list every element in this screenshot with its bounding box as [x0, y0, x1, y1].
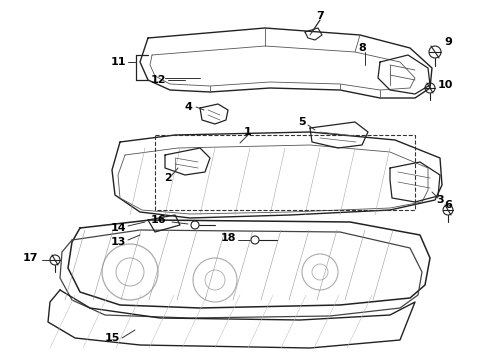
Text: 7: 7 [316, 11, 324, 21]
Text: 15: 15 [104, 333, 120, 343]
Text: 17: 17 [22, 253, 38, 263]
Text: 8: 8 [358, 43, 366, 53]
Text: 11: 11 [110, 57, 126, 67]
Text: 13: 13 [110, 237, 126, 247]
Text: 5: 5 [298, 117, 306, 127]
Text: 12: 12 [150, 75, 166, 85]
Text: 3: 3 [436, 195, 444, 205]
Text: 1: 1 [244, 127, 252, 137]
Text: 14: 14 [110, 223, 126, 233]
Text: 16: 16 [150, 215, 166, 225]
Text: 18: 18 [220, 233, 236, 243]
Text: 2: 2 [164, 173, 172, 183]
Text: 4: 4 [184, 102, 192, 112]
Text: 6: 6 [444, 200, 452, 210]
Text: 9: 9 [444, 37, 452, 47]
Text: 10: 10 [437, 80, 453, 90]
